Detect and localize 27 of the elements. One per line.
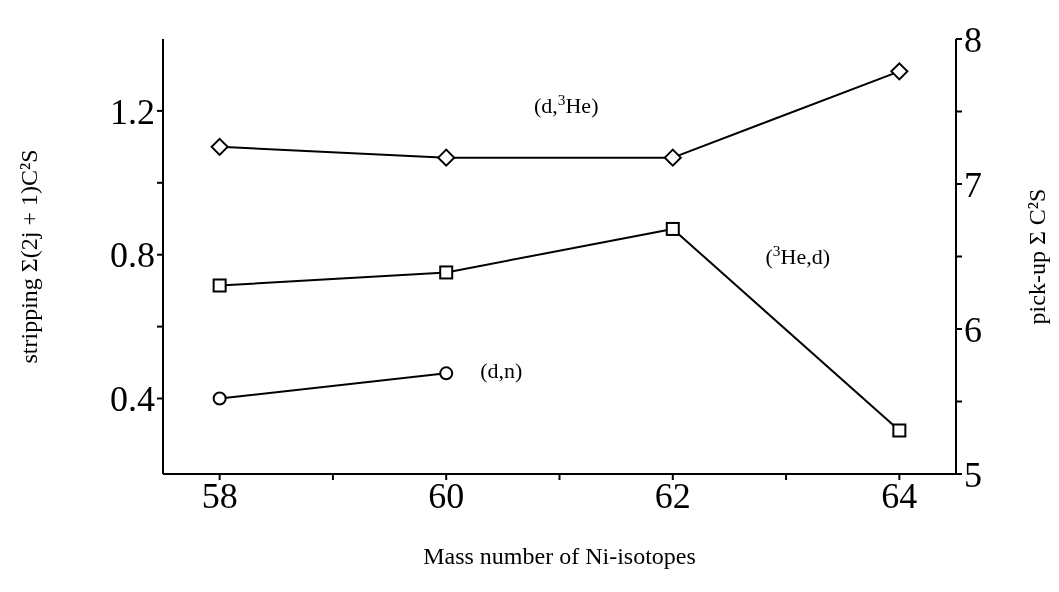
y-tick-label: 1.2 xyxy=(110,91,155,132)
y2-tick-label: 6 xyxy=(964,309,982,350)
y2-tick-label: 5 xyxy=(964,454,982,495)
y2-tick-label: 7 xyxy=(964,164,982,205)
point xyxy=(665,221,680,236)
y-axis-title: stripping Σ(2j + 1)C²S xyxy=(15,149,42,364)
point xyxy=(212,278,227,293)
y-tick-label: 0.8 xyxy=(110,235,155,276)
x-axis-title: Mass number of Ni-isotopes xyxy=(423,543,696,569)
y2-tick-label: 8 xyxy=(964,19,982,60)
point xyxy=(439,265,454,280)
point xyxy=(437,148,456,167)
x-tick-label: 62 xyxy=(654,475,691,516)
series-label: (d,n) xyxy=(480,358,523,384)
point xyxy=(892,423,907,438)
x-tick-label: 60 xyxy=(428,475,465,516)
x-tick-label: 64 xyxy=(881,475,918,516)
point xyxy=(212,391,227,406)
y2-axis-title: pick-up Σ C²S xyxy=(1023,188,1050,325)
point xyxy=(210,137,229,156)
y-tick-label: 0.4 xyxy=(110,379,155,420)
x-tick-label: 58 xyxy=(201,475,238,516)
series-label: ($^{3}$He,d) xyxy=(765,241,831,269)
point xyxy=(663,148,682,167)
point xyxy=(890,62,909,81)
series-label: (d,$^{3}$He) xyxy=(533,90,599,118)
point xyxy=(439,366,454,381)
